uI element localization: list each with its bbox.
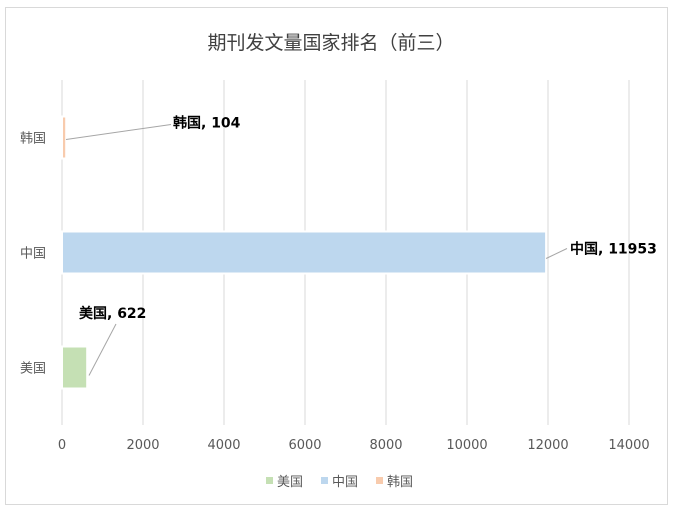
leader-line bbox=[88, 323, 117, 376]
y-tick-label: 韩国 bbox=[20, 132, 46, 147]
legend-swatch bbox=[321, 477, 328, 484]
x-tick-label: 4000 bbox=[207, 438, 240, 453]
x-tick-label: 8000 bbox=[369, 438, 402, 453]
legend-entry: 美国 bbox=[277, 475, 303, 490]
leader-line bbox=[65, 124, 172, 140]
legend: 美国 中国 韩国 bbox=[266, 475, 413, 490]
bars bbox=[61, 115, 548, 390]
x-tick-label: 0 bbox=[58, 438, 66, 453]
leader-line bbox=[545, 248, 568, 259]
bar bbox=[61, 345, 89, 390]
leader-lines bbox=[65, 124, 568, 376]
y-tick-label: 中国 bbox=[20, 247, 46, 262]
x-tick-label: 6000 bbox=[288, 438, 321, 453]
data-label: 韩国, 104 bbox=[173, 115, 241, 132]
x-tick-label: 2000 bbox=[126, 438, 159, 453]
legend-swatch bbox=[266, 477, 273, 484]
legend-entry: 中国 bbox=[332, 475, 358, 490]
x-tick-label: 12000 bbox=[527, 438, 568, 453]
chart-title: 期刊发文量国家排名（前三） bbox=[207, 32, 454, 54]
x-tick-label: 14000 bbox=[608, 438, 649, 453]
x-axis-labels: 0 2000 4000 6000 8000 10000 12000 14000 bbox=[58, 438, 650, 453]
bar bbox=[61, 115, 68, 160]
data-labels: 美国, 622 中国, 11953 韩国, 104 bbox=[79, 115, 657, 323]
y-tick-label: 美国 bbox=[20, 362, 46, 377]
legend-entry: 韩国 bbox=[387, 475, 413, 490]
data-label: 美国, 622 bbox=[79, 305, 146, 322]
bar bbox=[61, 230, 548, 275]
legend-swatch bbox=[376, 477, 383, 484]
x-tick-label: 10000 bbox=[446, 438, 487, 453]
data-label: 中国, 11953 bbox=[570, 241, 657, 258]
